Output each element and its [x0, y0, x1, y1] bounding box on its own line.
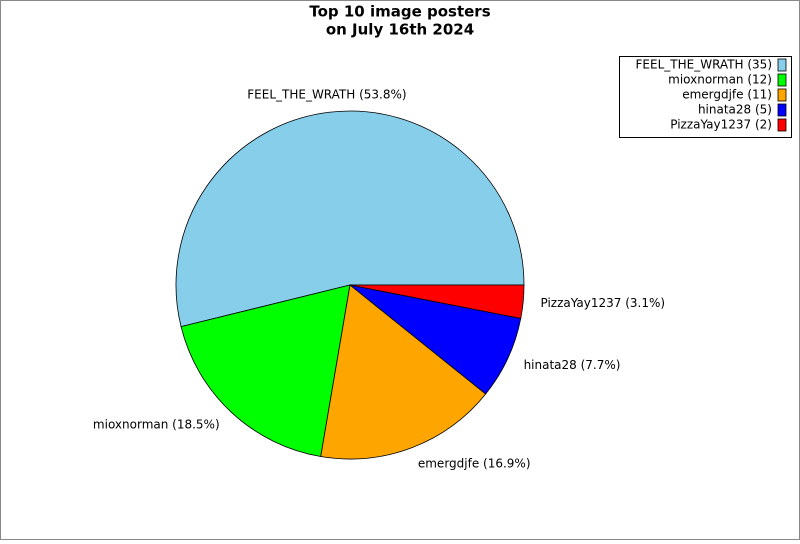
- legend-label: hinata28 (5): [698, 103, 772, 117]
- legend-swatch: [777, 58, 787, 72]
- slice-label: mioxnorman (18.5%): [93, 418, 220, 432]
- legend-label: emergdjfe (11): [682, 88, 772, 102]
- slice-label: FEEL_THE_WRATH (53.8%): [247, 87, 406, 101]
- legend-box: [619, 56, 792, 138]
- legend-swatch: [777, 103, 787, 117]
- chart-title: Top 10 image posters: [309, 3, 490, 21]
- pie-slice: [320, 284, 487, 460]
- legend-label: FEEL_THE_WRATH (35): [636, 58, 772, 72]
- pie-slice: [180, 284, 351, 457]
- legend-swatch: [777, 118, 787, 132]
- slice-label: PizzaYay1237 (3.1%): [541, 296, 666, 310]
- pie-slice: [349, 284, 525, 319]
- chart-title: on July 16th 2024: [326, 21, 474, 39]
- legend-swatch: [777, 88, 787, 102]
- legend-label: mioxnorman (12): [668, 73, 772, 87]
- legend-label: PizzaYay1237 (2): [670, 118, 772, 132]
- legend-swatch: [777, 73, 787, 87]
- pie-slice: [175, 110, 525, 328]
- slice-label: hinata28 (7.7%): [524, 358, 621, 372]
- slice-label: emergdjfe (16.9%): [418, 456, 531, 470]
